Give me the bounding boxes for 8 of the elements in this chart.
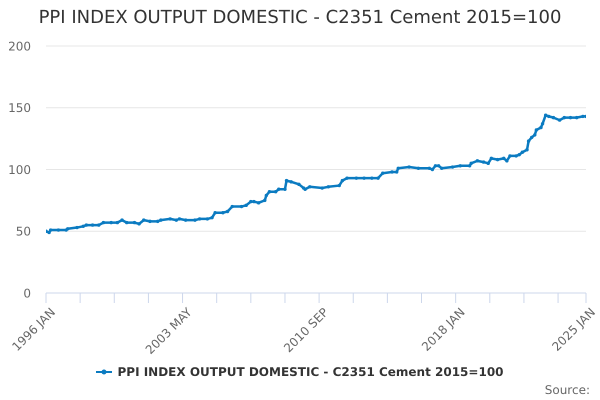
source-note: Source: (544, 383, 590, 397)
y-tick-label: 50 (16, 224, 31, 239)
y-tick-label: 0 (23, 286, 31, 300)
chart-title: PPI INDEX OUTPUT DOMESTIC - C2351 Cement 2015=100 (38, 6, 562, 30)
y-tick-label: 100 (8, 162, 31, 177)
legend-label: PPI INDEX OUTPUT DOMESTIC - C2351 Cement 2015=100 (117, 365, 504, 379)
y-tick-label: 200 (8, 39, 31, 54)
y-tick-label: 150 (8, 101, 31, 116)
